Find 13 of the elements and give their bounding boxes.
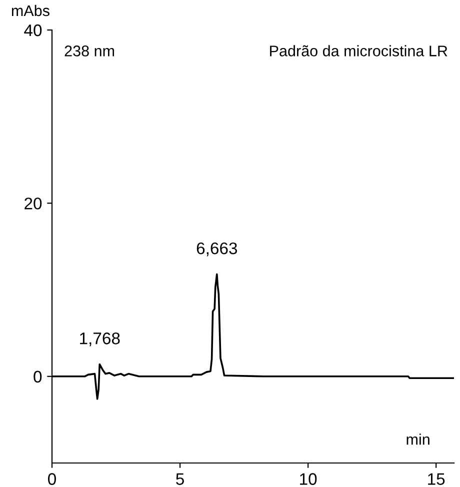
y-tick-label: 20 [24,198,42,210]
x-tick-label: 10 [300,473,317,485]
annotation: 1,768 [80,332,120,346]
annotation: Padrão da microcistina LR [270,45,448,56]
annotation: 238 nm [64,46,114,56]
x-axis-title: min [406,434,430,445]
annotation: 6,663 [196,242,238,256]
x-tick-label: 15 [428,473,445,485]
y-axis-title: mAbs [12,4,50,16]
y-tick-label: 0 [34,370,42,383]
x-tick-label: 0 [48,473,56,485]
y-tick-label: 40 [24,24,42,36]
x-tick-label: 5 [176,473,184,485]
